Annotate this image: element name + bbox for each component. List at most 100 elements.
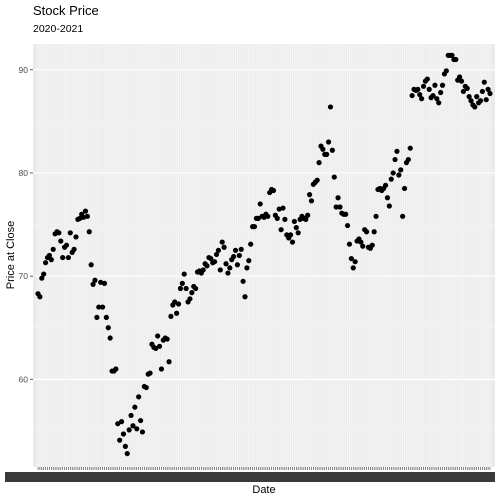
data-point — [128, 412, 134, 419]
data-point — [369, 242, 375, 248]
chart-subtitle: 2020-2021 — [33, 23, 83, 35]
y-axis-label: Price at Close — [5, 221, 17, 289]
data-point — [460, 88, 467, 95]
data-point — [105, 325, 111, 331]
data-point — [134, 426, 140, 432]
data-point — [305, 212, 311, 218]
data-point — [324, 151, 330, 157]
data-point — [60, 254, 66, 261]
data-point — [174, 310, 180, 316]
data-point — [139, 429, 146, 435]
data-point — [282, 216, 288, 222]
data-point — [166, 359, 172, 365]
data-point — [464, 85, 470, 91]
data-point — [179, 280, 185, 286]
data-point — [213, 251, 220, 258]
data-point — [329, 147, 335, 153]
data-point — [405, 156, 411, 163]
data-point — [63, 242, 70, 248]
data-point — [246, 258, 252, 264]
data-point — [293, 225, 299, 231]
data-point — [443, 68, 449, 74]
data-point — [303, 216, 309, 222]
data-point — [325, 139, 332, 145]
y-tick-label: 90 — [19, 65, 29, 75]
minor-grid — [33, 44, 495, 467]
data-point — [344, 222, 351, 229]
data-point — [137, 417, 144, 424]
data-point — [400, 213, 406, 219]
data-point — [479, 88, 486, 95]
data-point — [37, 294, 43, 300]
data-point — [453, 56, 459, 63]
data-point — [65, 254, 71, 261]
data-point — [371, 229, 377, 235]
data-point — [94, 314, 100, 321]
data-point — [348, 255, 354, 262]
data-point — [432, 82, 438, 88]
data-point — [96, 304, 102, 310]
data-point — [232, 247, 239, 253]
data-point — [487, 90, 493, 97]
data-point — [120, 431, 127, 437]
data-point — [187, 296, 193, 302]
data-point — [156, 343, 163, 349]
data-point — [401, 185, 408, 192]
data-point — [248, 241, 254, 247]
x-tick-labels-band — [5, 472, 495, 482]
data-point — [335, 195, 341, 201]
y-tick-label: 70 — [19, 271, 29, 281]
data-point — [164, 336, 170, 342]
data-point — [430, 92, 436, 99]
data-point — [183, 285, 189, 292]
major-grid — [33, 69, 495, 380]
data-point — [419, 96, 425, 102]
data-point — [67, 230, 73, 236]
data-point — [193, 285, 199, 292]
data-point — [424, 76, 430, 82]
data-point — [382, 182, 389, 188]
data-point — [107, 335, 113, 341]
data-point — [407, 145, 413, 151]
data-point — [126, 427, 132, 433]
data-point — [84, 213, 90, 219]
data-point — [200, 267, 206, 273]
data-point — [417, 91, 423, 98]
data-point — [394, 148, 400, 154]
data-point — [333, 204, 339, 210]
data-point — [396, 172, 402, 178]
data-point — [71, 246, 77, 252]
data-point — [48, 257, 54, 263]
data-point — [386, 203, 392, 209]
data-point — [217, 267, 223, 273]
chart-title: Stock Price — [33, 3, 99, 18]
data-point — [320, 146, 326, 152]
data-point — [225, 270, 231, 276]
data-point — [113, 366, 119, 372]
y-axis: 60 70 80 90 — [19, 65, 33, 384]
data-point — [415, 86, 421, 92]
data-point — [115, 421, 121, 427]
data-point — [122, 443, 128, 449]
data-point — [458, 78, 465, 84]
data-point — [477, 98, 484, 104]
data-point — [280, 205, 286, 211]
data-point — [289, 239, 296, 245]
data-point — [483, 97, 489, 103]
data-point — [172, 299, 178, 305]
data-point — [189, 290, 195, 296]
data-point — [240, 278, 246, 284]
data-point — [212, 259, 218, 265]
data-point — [231, 253, 237, 260]
data-point — [343, 211, 349, 217]
y-tick-label: 80 — [19, 168, 29, 178]
data-point — [373, 213, 379, 219]
data-point — [270, 187, 277, 194]
data-point — [117, 437, 123, 443]
data-point — [236, 252, 242, 259]
data-point — [39, 275, 45, 281]
data-point — [384, 195, 391, 201]
data-point — [101, 280, 108, 286]
data-point — [73, 234, 79, 240]
data-point — [306, 192, 313, 198]
